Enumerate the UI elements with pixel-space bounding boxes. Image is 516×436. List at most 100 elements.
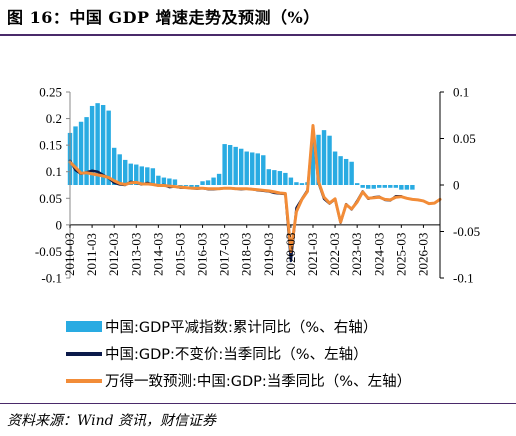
legend-label: 万得一致预测:中国:GDP:当季同比（%、左轴）	[105, 373, 411, 390]
bottom-rule	[0, 403, 516, 404]
deflator-bar	[393, 185, 399, 188]
deflator-bar	[73, 126, 78, 185]
x-axis-tick-label: 2021-03	[305, 233, 320, 276]
x-axis-tick-label: 2025-03	[393, 233, 408, 276]
deflator-bar	[360, 185, 365, 188]
deflator-bar	[261, 155, 266, 185]
left-axis-tick-label: 0.15	[39, 138, 62, 153]
deflator-bar	[216, 173, 222, 185]
deflator-bar	[388, 185, 393, 188]
deflator-bar	[321, 130, 327, 185]
deflator-bar	[382, 185, 387, 188]
deflator-bar	[272, 170, 277, 185]
deflator-bar	[250, 152, 255, 185]
deflator-bar	[404, 185, 410, 190]
deflator-bar	[106, 110, 111, 185]
x-axis-tick-label: 2023-03	[349, 233, 364, 276]
legend: 中国:GDP平减指数:累计同比（%、右轴） 中国:GDP:不变价:当季同比（%、左…	[66, 319, 411, 390]
deflator-bar	[277, 171, 283, 185]
legend-label: 中国:GDP平减指数:累计同比（%、右轴）	[105, 319, 377, 336]
deflator-bar	[299, 183, 305, 185]
right-axis-tick-label: 0.05	[453, 131, 476, 146]
deflator-bar	[294, 182, 299, 185]
deflator-bar	[338, 156, 343, 185]
deflator-bar	[283, 172, 288, 185]
forecast-gdp-line	[68, 123, 442, 253]
gdp-lines	[68, 123, 442, 263]
x-axis-tick-label: 2017-03	[217, 233, 232, 276]
deflator-bar	[238, 148, 244, 185]
deflator-bar	[172, 179, 178, 185]
right-axis-tick-label: -0.05	[453, 224, 480, 239]
deflator-bar	[310, 138, 316, 185]
deflator-bar	[161, 177, 167, 185]
left-axis-tick-label: -0.1	[41, 271, 62, 286]
deflator-bar	[211, 177, 216, 185]
x-axis-tick-label: 2026-03	[415, 233, 430, 276]
x-axis-tick-label: 2018-03	[239, 233, 254, 276]
deflator-bar	[95, 103, 100, 185]
deflator-bar	[366, 185, 371, 189]
left-axis-tick-label: 0	[56, 217, 63, 232]
deflator-bar	[332, 151, 338, 185]
legend-label: 中国:GDP:不变价:当季同比（%、左轴）	[105, 346, 368, 363]
deflator-bar	[399, 185, 404, 190]
deflator-bars	[67, 103, 415, 190]
x-axis-tick-label: 2016-03	[195, 233, 210, 276]
x-axis-tick-label: 2014-03	[150, 233, 165, 276]
gdp-chart: -0.1 -0.05 0 0.05 0.1 0.15 0.2 0.25 -0.1 -0.05 0 0.…	[35, 85, 480, 391]
deflator-bar	[194, 185, 200, 188]
figure-title: 图 16：中国 GDP 增速走势及预测（%）	[7, 8, 320, 27]
left-axis-tick-label: -0.05	[35, 244, 62, 259]
right-axis-tick-label: 0.1	[453, 85, 469, 100]
deflator-bar	[145, 167, 150, 185]
x-axis-tick-label: 2012-03	[106, 233, 121, 276]
left-axis-tick-label: 0.2	[46, 111, 62, 126]
deflator-bar	[123, 159, 128, 185]
left-axis-tick-label: 0.1	[46, 164, 62, 179]
x-axis-tick-label: 2015-03	[172, 233, 187, 276]
deflator-bar	[205, 180, 211, 185]
left-axis-tick-label: 0.25	[39, 85, 62, 100]
deflator-bar	[178, 185, 183, 186]
deflator-bar	[84, 117, 89, 185]
deflator-bar	[227, 145, 233, 185]
deflator-bar	[189, 185, 194, 187]
deflator-bar	[288, 177, 294, 185]
deflator-bar	[183, 185, 189, 186]
deflator-bar	[410, 185, 415, 190]
legend-swatch-bars	[66, 321, 102, 332]
deflator-bar	[89, 105, 95, 185]
deflator-bar	[377, 185, 382, 188]
x-axis-tick-label: 2020-03	[283, 233, 298, 276]
deflator-bar	[134, 164, 139, 185]
deflator-bar	[156, 175, 161, 185]
deflator-bar	[316, 134, 321, 185]
deflator-bar	[78, 121, 84, 185]
x-axis-tick-label: 2013-03	[128, 233, 143, 276]
deflator-bar	[128, 163, 133, 185]
deflator-bar	[327, 135, 332, 185]
source-note: 资料来源：Wind 资讯，财信证券	[7, 413, 217, 429]
deflator-bar	[349, 161, 354, 185]
deflator-bar	[255, 153, 260, 185]
deflator-bar	[222, 144, 227, 185]
deflator-bar	[244, 151, 249, 185]
right-axis-tick-label: -0.1	[453, 271, 474, 286]
x-axis-tick-label: 2011-03	[84, 233, 99, 276]
deflator-bar	[100, 105, 106, 185]
deflator-bar	[111, 147, 117, 185]
x-axis-tick-label: 2022-03	[327, 233, 342, 276]
deflator-bar	[150, 168, 156, 185]
x-axis-tick-label: 2019-03	[261, 233, 276, 276]
axes: -0.1 -0.05 0 0.05 0.1 0.15 0.2 0.25 -0.1 -0.05 0 0.…	[35, 85, 480, 286]
deflator-bar	[117, 154, 122, 185]
deflator-bar	[371, 185, 376, 189]
left-axis-tick-label: 0.05	[39, 191, 62, 206]
top-rule	[0, 34, 516, 36]
x-axis-tick-label: 2024-03	[371, 233, 386, 276]
deflator-bar	[139, 166, 144, 185]
deflator-bar	[167, 178, 172, 185]
right-axis-tick-label: 0	[453, 178, 460, 193]
deflator-bar	[266, 169, 272, 185]
